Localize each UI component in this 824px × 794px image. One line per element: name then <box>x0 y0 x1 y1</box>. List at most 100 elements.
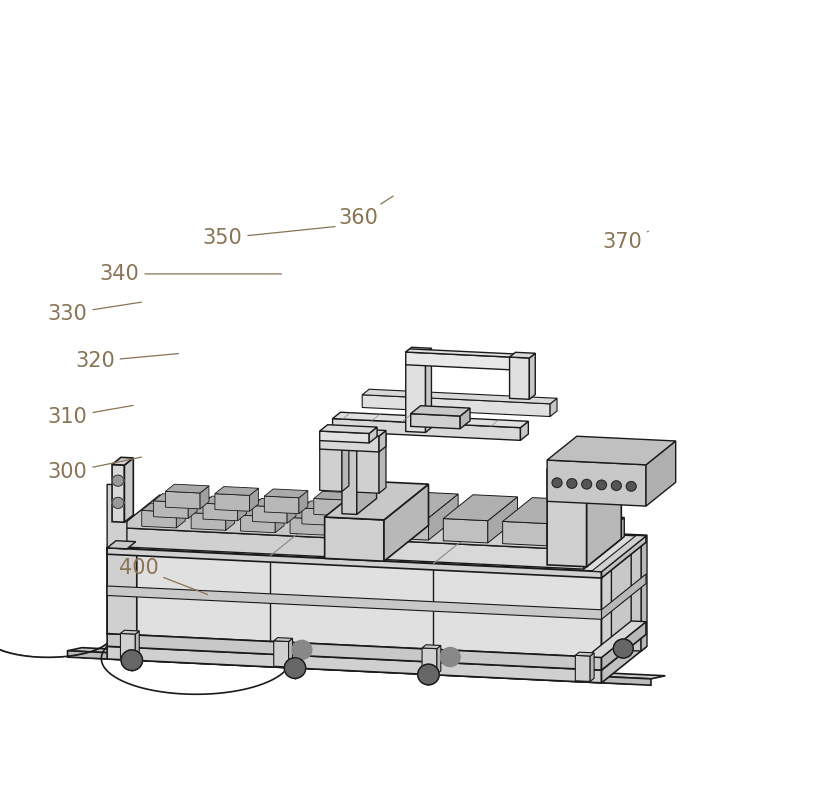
Polygon shape <box>68 648 665 679</box>
Polygon shape <box>410 414 460 429</box>
Polygon shape <box>547 499 577 545</box>
Circle shape <box>440 648 460 667</box>
Polygon shape <box>602 536 646 578</box>
Polygon shape <box>288 638 293 667</box>
Polygon shape <box>325 512 334 535</box>
Polygon shape <box>320 425 377 434</box>
Polygon shape <box>503 498 577 523</box>
Text: 330: 330 <box>48 303 142 324</box>
Polygon shape <box>142 511 176 528</box>
Polygon shape <box>592 535 646 572</box>
Polygon shape <box>488 497 517 543</box>
Polygon shape <box>460 408 470 429</box>
Polygon shape <box>590 653 594 681</box>
Polygon shape <box>405 352 524 371</box>
Polygon shape <box>357 433 386 439</box>
Polygon shape <box>405 352 425 433</box>
Polygon shape <box>587 444 621 567</box>
Polygon shape <box>250 488 259 511</box>
Polygon shape <box>265 489 308 498</box>
Circle shape <box>613 639 633 658</box>
Polygon shape <box>299 491 308 514</box>
Circle shape <box>582 480 592 489</box>
Polygon shape <box>119 528 346 557</box>
Polygon shape <box>524 355 528 371</box>
Polygon shape <box>107 548 602 657</box>
Polygon shape <box>349 493 358 516</box>
Polygon shape <box>342 422 377 438</box>
Polygon shape <box>575 652 594 656</box>
Polygon shape <box>422 645 441 649</box>
Circle shape <box>552 478 562 488</box>
Polygon shape <box>333 418 521 441</box>
Polygon shape <box>287 500 296 523</box>
Circle shape <box>292 640 311 659</box>
Polygon shape <box>587 621 646 657</box>
Polygon shape <box>422 648 437 674</box>
Polygon shape <box>602 634 646 683</box>
Polygon shape <box>107 548 602 578</box>
Polygon shape <box>384 516 428 540</box>
Polygon shape <box>252 506 287 523</box>
Polygon shape <box>275 510 284 533</box>
Circle shape <box>626 481 636 491</box>
Polygon shape <box>215 494 250 511</box>
Polygon shape <box>191 506 235 515</box>
Polygon shape <box>550 399 557 417</box>
Text: 400: 400 <box>119 557 208 595</box>
Polygon shape <box>107 548 137 635</box>
Polygon shape <box>357 438 379 493</box>
Polygon shape <box>188 495 197 518</box>
Polygon shape <box>443 495 517 521</box>
Polygon shape <box>325 517 384 561</box>
Circle shape <box>418 664 439 684</box>
Polygon shape <box>142 503 185 512</box>
Polygon shape <box>602 622 646 670</box>
Polygon shape <box>342 432 349 491</box>
Polygon shape <box>384 491 458 518</box>
Circle shape <box>112 497 124 508</box>
Polygon shape <box>602 536 646 657</box>
Text: 360: 360 <box>339 196 393 229</box>
Polygon shape <box>107 541 136 549</box>
Polygon shape <box>252 499 296 507</box>
Circle shape <box>611 481 621 491</box>
Polygon shape <box>425 349 432 433</box>
Text: 340: 340 <box>100 264 282 284</box>
Polygon shape <box>320 437 342 491</box>
Polygon shape <box>237 498 246 521</box>
Polygon shape <box>302 501 345 510</box>
Polygon shape <box>410 406 470 416</box>
Polygon shape <box>336 503 345 526</box>
Polygon shape <box>320 434 379 452</box>
Polygon shape <box>363 395 550 417</box>
Polygon shape <box>314 499 349 516</box>
Polygon shape <box>366 540 583 569</box>
Polygon shape <box>241 508 284 517</box>
Text: 310: 310 <box>48 406 133 427</box>
Polygon shape <box>366 507 625 550</box>
Polygon shape <box>631 539 641 626</box>
Polygon shape <box>521 422 528 441</box>
Text: 350: 350 <box>203 226 335 249</box>
Polygon shape <box>120 630 139 634</box>
Polygon shape <box>583 518 625 569</box>
Polygon shape <box>342 437 357 515</box>
Polygon shape <box>363 389 557 404</box>
Polygon shape <box>575 655 590 681</box>
Polygon shape <box>107 634 602 670</box>
Circle shape <box>121 649 143 670</box>
Polygon shape <box>320 428 386 436</box>
Circle shape <box>567 479 577 488</box>
Polygon shape <box>557 457 646 486</box>
Polygon shape <box>346 506 387 557</box>
Polygon shape <box>107 512 646 572</box>
Polygon shape <box>135 631 139 660</box>
Polygon shape <box>437 646 441 674</box>
Polygon shape <box>153 494 197 503</box>
Polygon shape <box>641 535 647 651</box>
Polygon shape <box>290 511 334 519</box>
Polygon shape <box>107 586 602 619</box>
Polygon shape <box>203 503 237 521</box>
Polygon shape <box>547 436 676 464</box>
